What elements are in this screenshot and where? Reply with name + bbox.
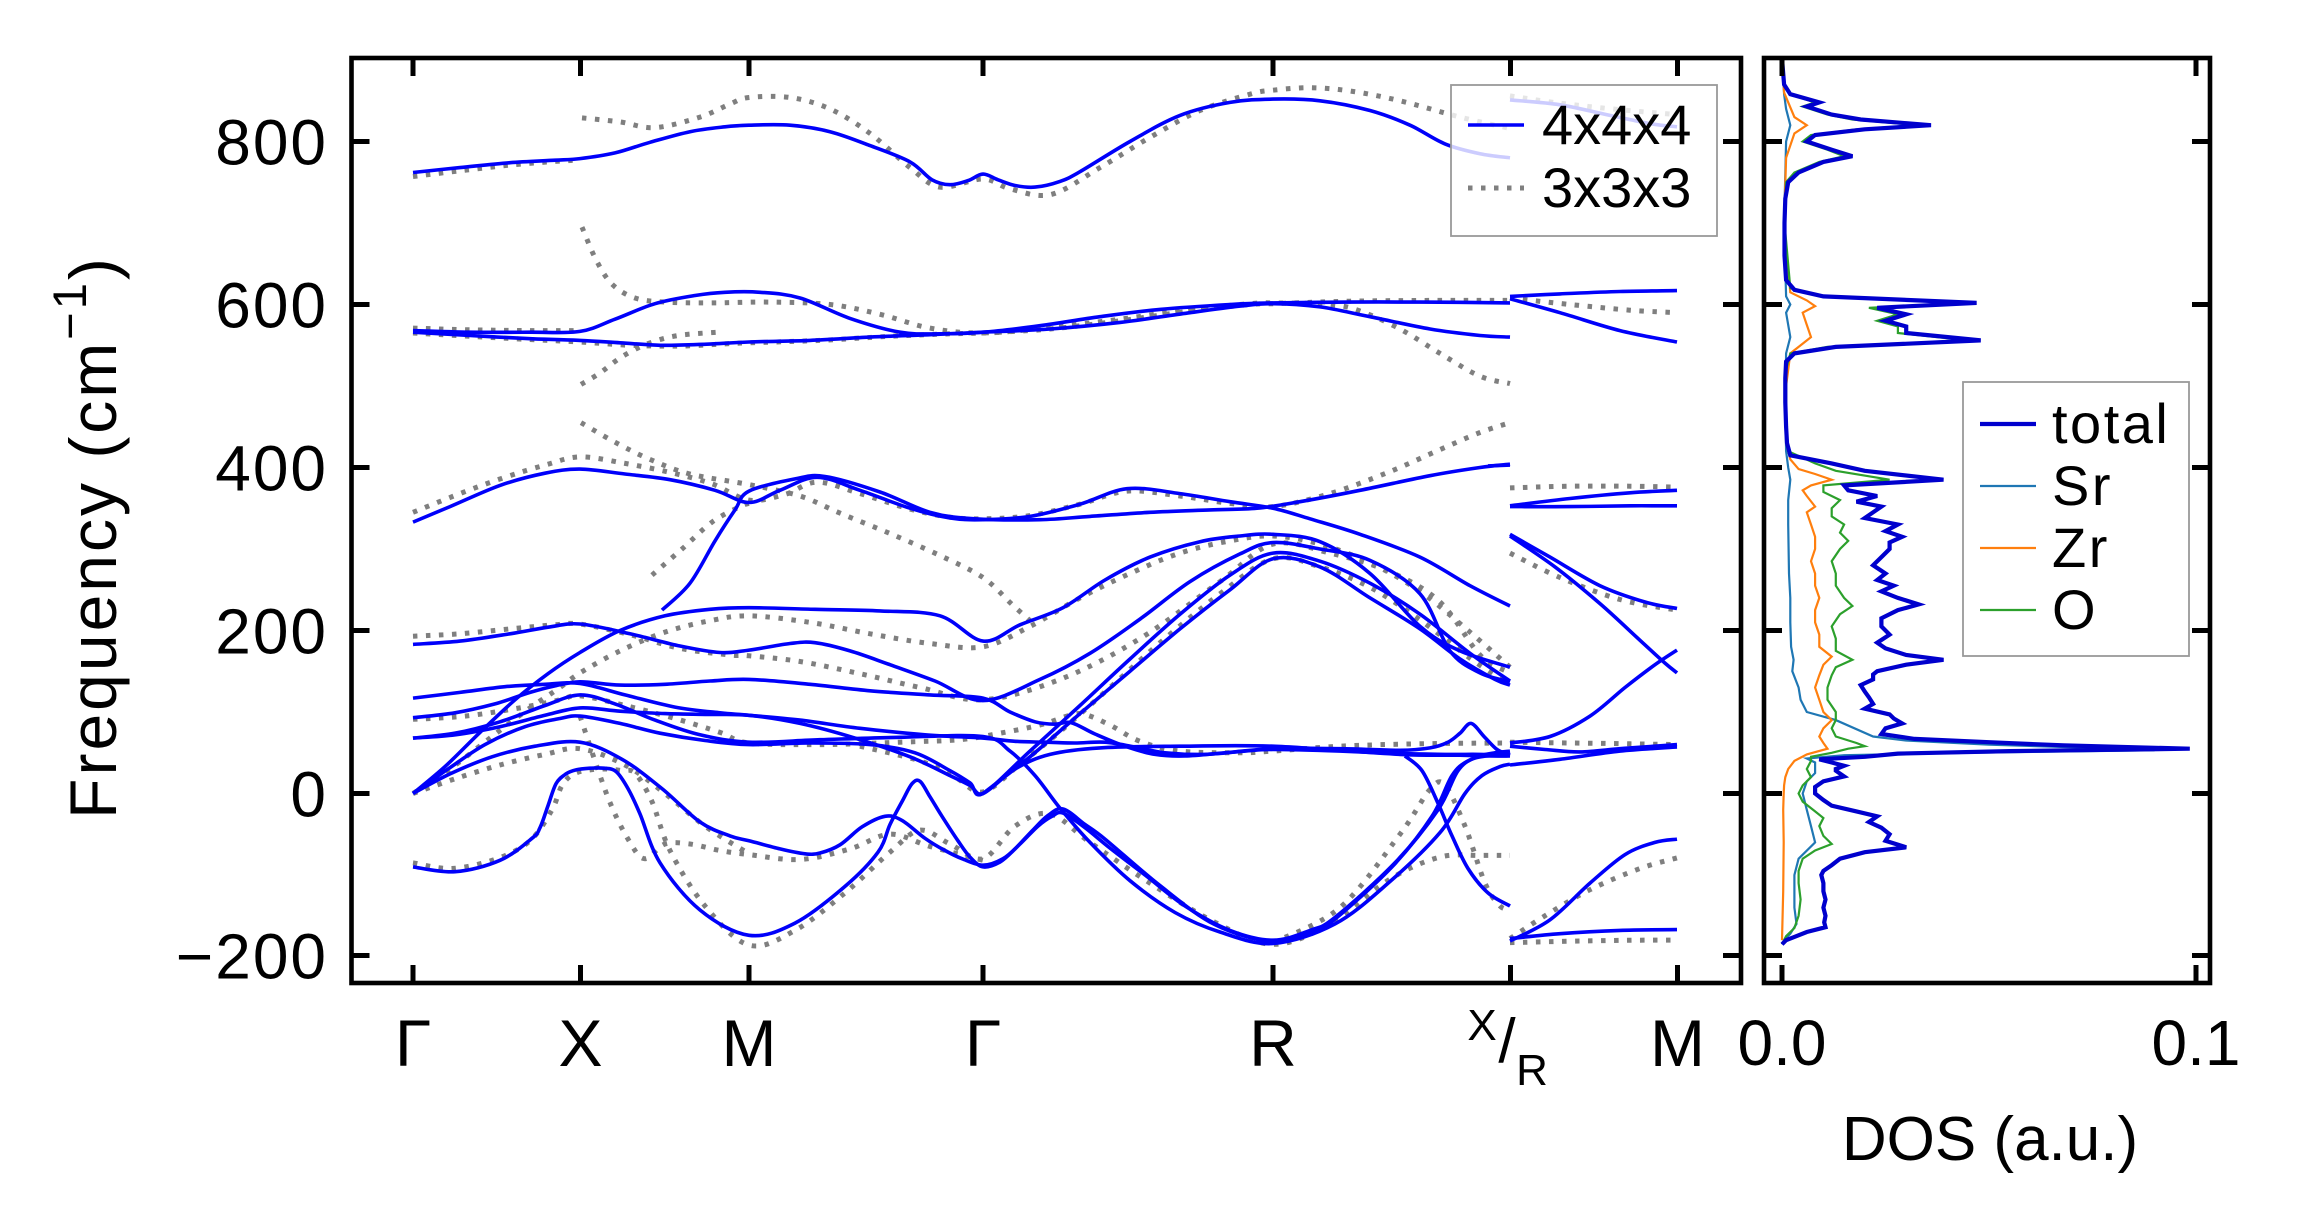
svg-text:800: 800: [215, 107, 328, 179]
svg-text:Γ: Γ: [395, 1006, 431, 1080]
svg-text:Zr: Zr: [2052, 516, 2110, 579]
svg-text:−200: −200: [176, 921, 328, 993]
svg-text:R: R: [1249, 1006, 1297, 1080]
svg-text:Sr: Sr: [2052, 454, 2113, 517]
svg-text:Frequency (cm−1): Frequency (cm−1): [43, 255, 130, 819]
svg-text:X: X: [558, 1006, 602, 1080]
svg-text:200: 200: [215, 596, 328, 668]
svg-text:0.1: 0.1: [2152, 1007, 2241, 1079]
svg-text:total: total: [2052, 392, 2170, 455]
svg-text:0.0: 0.0: [1738, 1007, 1827, 1079]
svg-text:Γ: Γ: [965, 1006, 1001, 1080]
svg-text:M: M: [1650, 1006, 1705, 1080]
svg-text:400: 400: [215, 433, 328, 505]
svg-text:3x3x3: 3x3x3: [1542, 156, 1691, 219]
svg-text:R: R: [1516, 1046, 1548, 1095]
svg-text:600: 600: [215, 270, 328, 342]
svg-text:0: 0: [290, 759, 328, 831]
svg-text:M: M: [722, 1006, 777, 1080]
svg-text:X: X: [1467, 1001, 1496, 1050]
svg-text:DOS (a.u.): DOS (a.u.): [1842, 1105, 2138, 1174]
svg-text:/: /: [1498, 1007, 1516, 1076]
svg-text:O: O: [2052, 578, 2098, 641]
svg-text:4x4x4: 4x4x4: [1542, 93, 1691, 156]
